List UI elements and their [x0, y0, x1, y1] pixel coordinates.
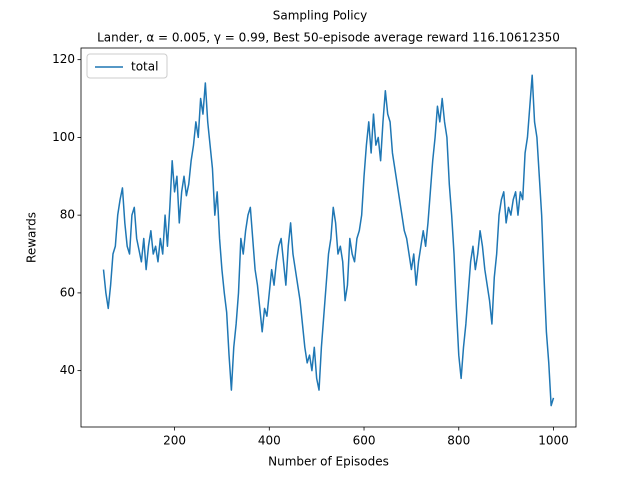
y-tick-label: 120	[52, 52, 75, 66]
x-tick-label: 200	[163, 434, 186, 448]
chart-title: Lander, α = 0.005, γ = 0.99, Best 50-epi…	[97, 31, 560, 45]
legend: total	[86, 53, 168, 79]
y-tick-label: 100	[52, 130, 75, 144]
y-tick-label: 40	[60, 363, 75, 377]
x-tick-label: 800	[447, 434, 470, 448]
y-tick-label: 80	[60, 208, 75, 222]
plot-frame	[80, 47, 577, 428]
x-tick-label: 400	[258, 434, 281, 448]
x-tick-label: 1000	[538, 434, 569, 448]
x-axis-label: Number of Episodes	[268, 455, 389, 469]
x-tick-label: 600	[353, 434, 376, 448]
y-axis-label: Rewards	[25, 212, 39, 263]
line-series	[102, 74, 555, 407]
legend-label: total	[131, 60, 158, 74]
y-tick-label: 60	[60, 285, 75, 299]
legend-box	[86, 53, 168, 79]
suptitle: Sampling Policy	[273, 9, 368, 23]
